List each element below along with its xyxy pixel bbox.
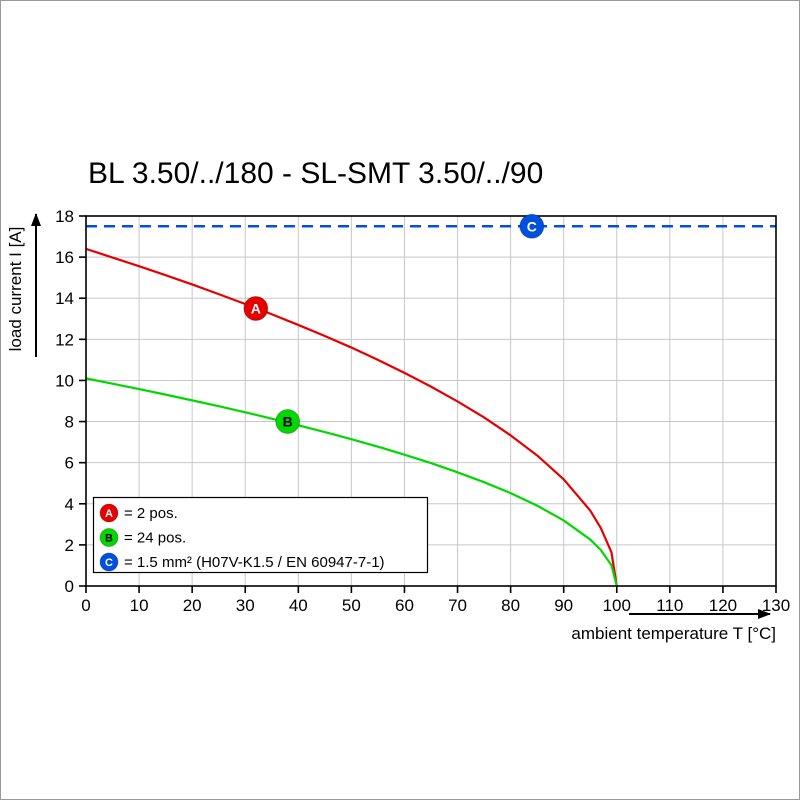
legend: A = 2 pos. B = 24 pos. C = 1.5 mm² (H07V-K1.5…: [92, 496, 429, 574]
x-tick-label: 100: [603, 596, 631, 615]
y-tick-label: 12: [55, 330, 74, 349]
curve-B: [85, 377, 618, 587]
legend-marker-A-label: A: [105, 508, 113, 520]
y-axis-label: load current I [A]: [6, 227, 25, 352]
x-tick-label: 50: [342, 596, 361, 615]
x-tick-label: 0: [81, 596, 90, 615]
y-tick-label: 6: [65, 454, 74, 473]
x-tick-label: 90: [554, 596, 573, 615]
plot-frame: [85, 215, 777, 587]
marker-C-label: C: [527, 218, 537, 234]
curve-markers: A B C: [243, 213, 545, 435]
y-tick-label: 18: [55, 207, 74, 226]
y-tick-label: 10: [55, 371, 74, 390]
marker-B: [275, 409, 301, 435]
x-tick-label: 80: [501, 596, 520, 615]
legend-label-C: = 1.5 mm² (H07V-K1.5 / EN 60947-7-1): [124, 554, 385, 571]
legend-marker-B: [99, 528, 119, 547]
legend-label-B: = 24 pos.: [124, 530, 186, 547]
x-tick-label: 70: [448, 596, 467, 615]
x-tick-label: 40: [289, 596, 308, 615]
curve-A: [85, 247, 618, 587]
marker-B-label: B: [283, 414, 293, 430]
marker-A: [243, 296, 269, 321]
legend-box: [92, 496, 429, 574]
legend-marker-A: [99, 503, 119, 523]
y-tick-label: 16: [55, 248, 74, 267]
x-tick-label: 130: [762, 596, 790, 615]
chart-title: BL 3.50/../180 - SL-SMT 3.50/../90: [88, 157, 544, 190]
legend-marker-B-label: B: [105, 533, 113, 545]
y-tick-label: 14: [55, 289, 74, 308]
legend-marker-C: [99, 552, 119, 572]
x-tick-label: 60: [395, 596, 414, 615]
axis-ticks: 0 10 20 30 40 50 60 70 80 90 100 110 120 130 0 2 4 6 8 10 12…: [55, 207, 790, 615]
y-tick-label: 2: [65, 536, 74, 555]
y-tick-label: 8: [65, 413, 74, 432]
legend-marker-C-label: C: [105, 557, 113, 569]
y-tick-label: 0: [65, 577, 74, 596]
x-axis-label: ambient temperature T [°C]: [571, 624, 776, 643]
series-curves: [85, 225, 776, 587]
x-tick-label: 120: [709, 596, 737, 615]
y-tick-label: 4: [65, 495, 74, 514]
x-tick-label: 10: [130, 596, 149, 615]
x-tick-label: 110: [656, 596, 683, 615]
marker-A-label: A: [251, 301, 261, 317]
x-tick-label: 30: [236, 596, 255, 615]
x-tick-label: 20: [183, 596, 202, 615]
marker-C: [519, 213, 545, 239]
legend-label-A: = 2 pos.: [124, 505, 178, 522]
